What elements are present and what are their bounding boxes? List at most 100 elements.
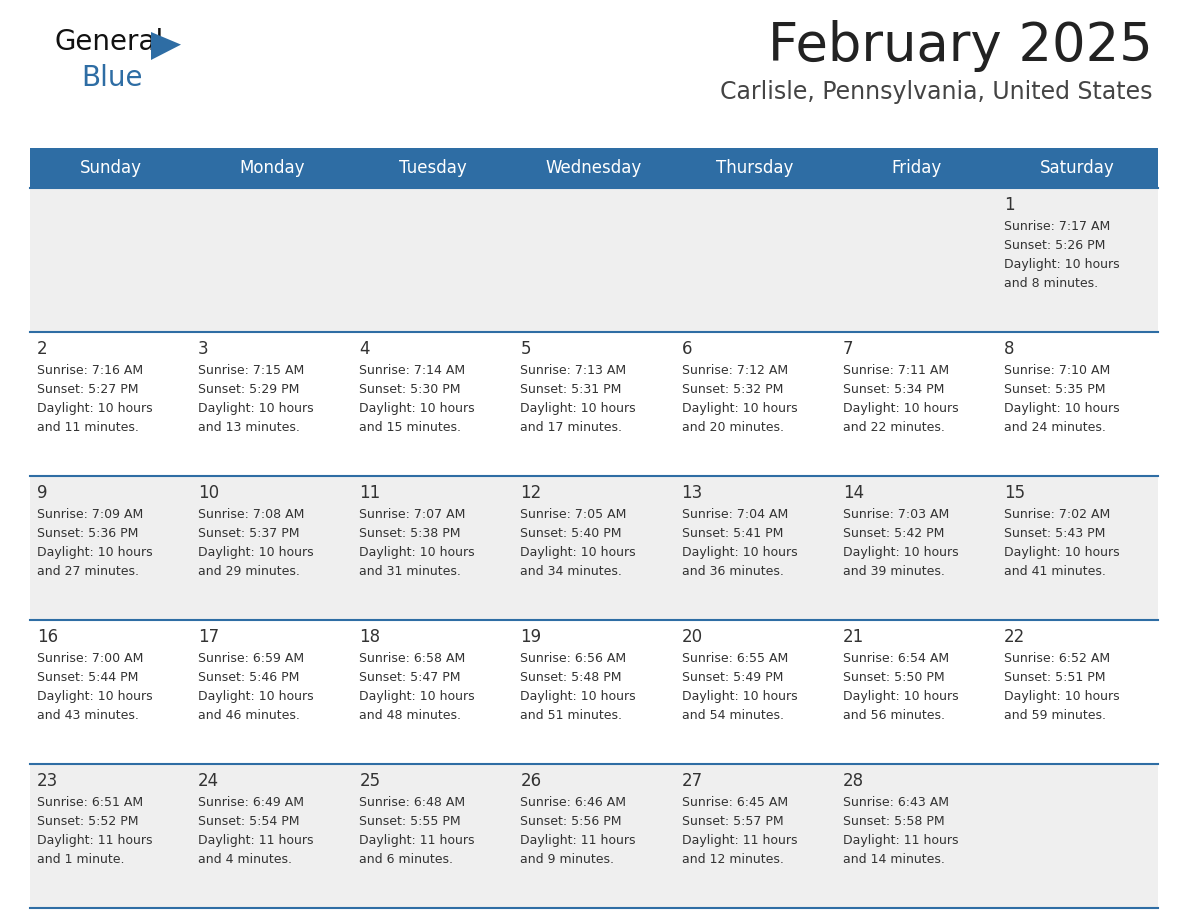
Text: and 17 minutes.: and 17 minutes. <box>520 421 623 434</box>
Text: Daylight: 10 hours: Daylight: 10 hours <box>842 402 959 415</box>
Text: and 20 minutes.: and 20 minutes. <box>682 421 784 434</box>
Text: 6: 6 <box>682 340 693 358</box>
Text: Monday: Monday <box>239 159 304 177</box>
Text: Daylight: 10 hours: Daylight: 10 hours <box>359 546 475 559</box>
Text: Wednesday: Wednesday <box>545 159 643 177</box>
Text: and 12 minutes.: and 12 minutes. <box>682 853 783 866</box>
Text: 25: 25 <box>359 772 380 790</box>
Text: Sunset: 5:37 PM: Sunset: 5:37 PM <box>198 527 299 540</box>
Text: Sunrise: 7:15 AM: Sunrise: 7:15 AM <box>198 364 304 377</box>
Text: Sunset: 5:41 PM: Sunset: 5:41 PM <box>682 527 783 540</box>
Text: 11: 11 <box>359 484 380 502</box>
Text: Sunset: 5:57 PM: Sunset: 5:57 PM <box>682 815 783 828</box>
Text: Sunrise: 7:04 AM: Sunrise: 7:04 AM <box>682 508 788 521</box>
Text: and 22 minutes.: and 22 minutes. <box>842 421 944 434</box>
Text: Daylight: 10 hours: Daylight: 10 hours <box>198 690 314 703</box>
Text: and 48 minutes.: and 48 minutes. <box>359 709 461 722</box>
Text: Sunrise: 6:55 AM: Sunrise: 6:55 AM <box>682 652 788 665</box>
Text: Daylight: 10 hours: Daylight: 10 hours <box>682 402 797 415</box>
Text: Daylight: 10 hours: Daylight: 10 hours <box>37 546 152 559</box>
Text: Sunset: 5:42 PM: Sunset: 5:42 PM <box>842 527 944 540</box>
Text: Tuesday: Tuesday <box>399 159 467 177</box>
Text: Sunrise: 7:14 AM: Sunrise: 7:14 AM <box>359 364 466 377</box>
Text: Daylight: 10 hours: Daylight: 10 hours <box>1004 402 1119 415</box>
Text: 2: 2 <box>37 340 48 358</box>
Text: Sunrise: 7:02 AM: Sunrise: 7:02 AM <box>1004 508 1110 521</box>
Text: 15: 15 <box>1004 484 1025 502</box>
Text: Sunset: 5:36 PM: Sunset: 5:36 PM <box>37 527 138 540</box>
Text: and 24 minutes.: and 24 minutes. <box>1004 421 1106 434</box>
Text: Sunrise: 6:54 AM: Sunrise: 6:54 AM <box>842 652 949 665</box>
Text: 28: 28 <box>842 772 864 790</box>
Text: 20: 20 <box>682 628 702 646</box>
Text: Daylight: 11 hours: Daylight: 11 hours <box>37 834 152 847</box>
Text: Daylight: 11 hours: Daylight: 11 hours <box>842 834 959 847</box>
Text: Sunrise: 6:49 AM: Sunrise: 6:49 AM <box>198 796 304 809</box>
Text: Sunrise: 6:56 AM: Sunrise: 6:56 AM <box>520 652 626 665</box>
Text: Sunset: 5:46 PM: Sunset: 5:46 PM <box>198 671 299 684</box>
Text: Blue: Blue <box>81 64 143 92</box>
Text: and 43 minutes.: and 43 minutes. <box>37 709 139 722</box>
Text: Sunset: 5:52 PM: Sunset: 5:52 PM <box>37 815 139 828</box>
Text: 22: 22 <box>1004 628 1025 646</box>
Text: Daylight: 10 hours: Daylight: 10 hours <box>37 402 152 415</box>
Text: Sunrise: 6:43 AM: Sunrise: 6:43 AM <box>842 796 949 809</box>
Text: Sunset: 5:48 PM: Sunset: 5:48 PM <box>520 671 623 684</box>
Text: Sunrise: 6:52 AM: Sunrise: 6:52 AM <box>1004 652 1110 665</box>
Text: and 34 minutes.: and 34 minutes. <box>520 565 623 578</box>
Text: Daylight: 11 hours: Daylight: 11 hours <box>520 834 636 847</box>
Text: February 2025: February 2025 <box>769 20 1154 72</box>
Bar <box>30 188 1158 332</box>
Text: Daylight: 10 hours: Daylight: 10 hours <box>520 546 636 559</box>
Text: and 46 minutes.: and 46 minutes. <box>198 709 301 722</box>
Text: Daylight: 10 hours: Daylight: 10 hours <box>1004 258 1119 271</box>
Text: Thursday: Thursday <box>716 159 794 177</box>
Text: and 4 minutes.: and 4 minutes. <box>198 853 292 866</box>
Text: Sunset: 5:54 PM: Sunset: 5:54 PM <box>198 815 299 828</box>
Text: Sunrise: 6:48 AM: Sunrise: 6:48 AM <box>359 796 466 809</box>
Text: 7: 7 <box>842 340 853 358</box>
Text: Sunset: 5:32 PM: Sunset: 5:32 PM <box>682 383 783 396</box>
Text: and 6 minutes.: and 6 minutes. <box>359 853 454 866</box>
Text: 17: 17 <box>198 628 220 646</box>
Text: Sunset: 5:34 PM: Sunset: 5:34 PM <box>842 383 944 396</box>
Text: Daylight: 10 hours: Daylight: 10 hours <box>1004 690 1119 703</box>
Text: 21: 21 <box>842 628 864 646</box>
Text: Sunrise: 7:16 AM: Sunrise: 7:16 AM <box>37 364 143 377</box>
Text: 16: 16 <box>37 628 58 646</box>
Text: Sunset: 5:56 PM: Sunset: 5:56 PM <box>520 815 623 828</box>
Text: Daylight: 10 hours: Daylight: 10 hours <box>198 546 314 559</box>
Text: Daylight: 10 hours: Daylight: 10 hours <box>682 546 797 559</box>
Bar <box>30 332 1158 476</box>
Text: and 15 minutes.: and 15 minutes. <box>359 421 461 434</box>
Text: Sunrise: 7:17 AM: Sunrise: 7:17 AM <box>1004 220 1110 233</box>
Text: and 13 minutes.: and 13 minutes. <box>198 421 301 434</box>
Text: Daylight: 11 hours: Daylight: 11 hours <box>198 834 314 847</box>
Text: and 11 minutes.: and 11 minutes. <box>37 421 139 434</box>
Text: and 54 minutes.: and 54 minutes. <box>682 709 784 722</box>
Text: and 51 minutes.: and 51 minutes. <box>520 709 623 722</box>
Text: Saturday: Saturday <box>1040 159 1114 177</box>
Text: 9: 9 <box>37 484 48 502</box>
Text: Sunset: 5:49 PM: Sunset: 5:49 PM <box>682 671 783 684</box>
Text: 1: 1 <box>1004 196 1015 214</box>
Text: Daylight: 11 hours: Daylight: 11 hours <box>359 834 475 847</box>
Text: Daylight: 10 hours: Daylight: 10 hours <box>198 402 314 415</box>
Text: Sunset: 5:43 PM: Sunset: 5:43 PM <box>1004 527 1105 540</box>
Text: Daylight: 10 hours: Daylight: 10 hours <box>359 402 475 415</box>
Text: 14: 14 <box>842 484 864 502</box>
Text: 5: 5 <box>520 340 531 358</box>
Text: and 9 minutes.: and 9 minutes. <box>520 853 614 866</box>
Text: Sunrise: 6:46 AM: Sunrise: 6:46 AM <box>520 796 626 809</box>
Text: Sunset: 5:38 PM: Sunset: 5:38 PM <box>359 527 461 540</box>
Text: Sunrise: 6:59 AM: Sunrise: 6:59 AM <box>198 652 304 665</box>
Text: Daylight: 11 hours: Daylight: 11 hours <box>682 834 797 847</box>
Text: Sunrise: 6:51 AM: Sunrise: 6:51 AM <box>37 796 143 809</box>
Text: Daylight: 10 hours: Daylight: 10 hours <box>37 690 152 703</box>
Text: Sunrise: 7:05 AM: Sunrise: 7:05 AM <box>520 508 627 521</box>
Text: 10: 10 <box>198 484 220 502</box>
Text: 23: 23 <box>37 772 58 790</box>
Text: Sunset: 5:50 PM: Sunset: 5:50 PM <box>842 671 944 684</box>
Text: 18: 18 <box>359 628 380 646</box>
Text: and 31 minutes.: and 31 minutes. <box>359 565 461 578</box>
